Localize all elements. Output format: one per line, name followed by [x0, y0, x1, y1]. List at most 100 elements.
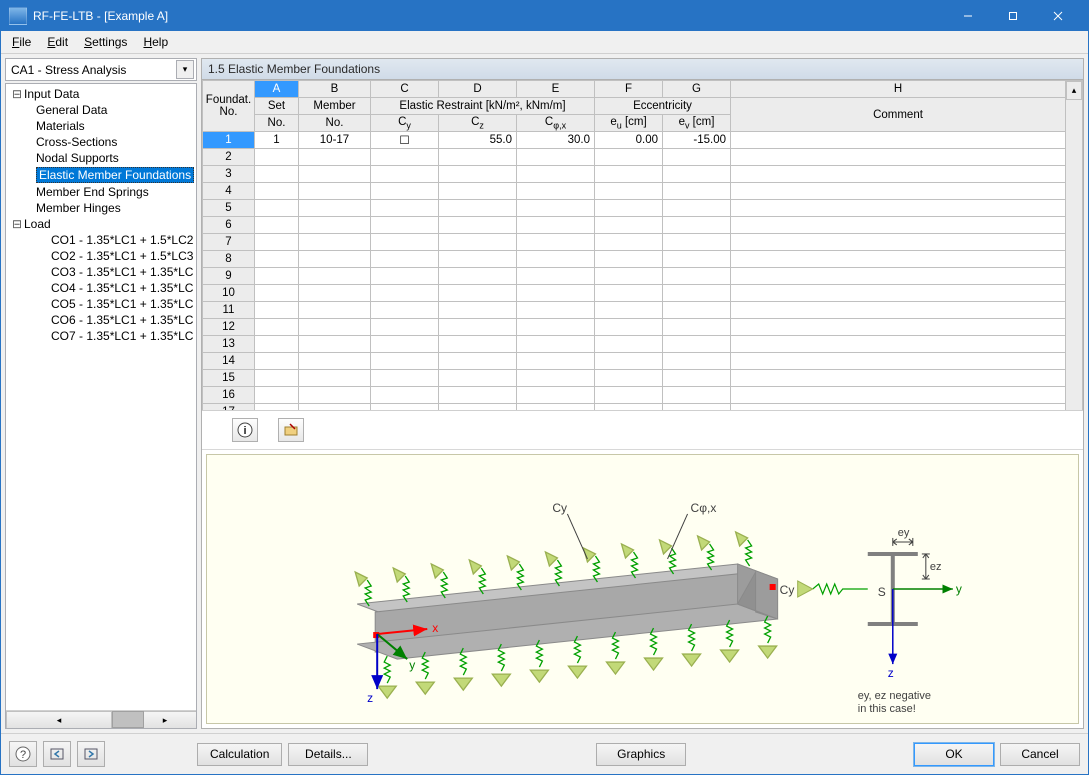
scroll-thumb[interactable]	[112, 711, 144, 728]
svg-text:Cy: Cy	[552, 501, 567, 515]
table-row[interactable]: 6	[203, 217, 1083, 234]
col-member: Member	[299, 98, 371, 115]
maximize-button[interactable]	[990, 2, 1035, 30]
table-row[interactable]: 3	[203, 166, 1083, 183]
col-comment: Comment	[731, 98, 1066, 132]
col-letter-A[interactable]: A	[255, 81, 299, 98]
col-cz: Cz	[439, 115, 517, 132]
col-letter-D[interactable]: D	[439, 81, 517, 98]
col-elastic-restraint: Elastic Restraint [kN/m², kNm/m]	[371, 98, 595, 115]
table-row[interactable]: 7	[203, 234, 1083, 251]
tree-item-co1[interactable]: CO1 - 1.35*LC1 + 1.5*LC2	[6, 232, 196, 248]
svg-text:?: ?	[20, 749, 26, 761]
table-row[interactable]: 12	[203, 319, 1083, 336]
col-ev: ev [cm]	[663, 115, 731, 132]
table-row[interactable]: 8	[203, 251, 1083, 268]
tree-item-co6[interactable]: CO6 - 1.35*LC1 + 1.35*LC	[6, 312, 196, 328]
svg-text:S: S	[878, 585, 886, 599]
tree-item-co7[interactable]: CO7 - 1.35*LC1 + 1.35*LC	[6, 328, 196, 344]
tree-item-end-springs[interactable]: Member End Springs	[6, 184, 196, 200]
close-button[interactable]	[1035, 2, 1080, 30]
col-eu: eu [cm]	[595, 115, 663, 132]
help-icon[interactable]: ?	[9, 741, 37, 767]
table-row[interactable]: 5	[203, 200, 1083, 217]
col-letter-H[interactable]: H	[731, 81, 1066, 98]
foundation-diagram: x y z Cy Cφ,x	[207, 455, 1078, 723]
scroll-up-icon[interactable]: ▴	[1066, 81, 1082, 100]
navigation-tree[interactable]: ⊟Input Data General Data Materials Cross…	[5, 83, 197, 729]
app-icon	[9, 7, 27, 25]
window-title: RF-FE-LTB - [Example A]	[33, 9, 168, 23]
pick-button[interactable]	[278, 418, 304, 442]
svg-text:y: y	[956, 582, 962, 596]
cancel-button[interactable]: Cancel	[1000, 743, 1080, 766]
ok-button[interactable]: OK	[914, 743, 994, 766]
graphics-button[interactable]: Graphics	[596, 743, 686, 766]
tree-h-scrollbar[interactable]: ◂ ▸	[6, 710, 196, 728]
combo-value: CA1 - Stress Analysis	[11, 63, 126, 77]
info-button[interactable]: i	[232, 418, 258, 442]
nav-next-icon[interactable]	[77, 741, 105, 767]
svg-text:Cy: Cy	[780, 583, 795, 597]
titlebar: RF-FE-LTB - [Example A]	[1, 1, 1088, 31]
tree-item-nodal-supports[interactable]: Nodal Supports	[6, 150, 196, 166]
menubar: File Edit Settings Help	[1, 31, 1088, 54]
svg-text:ey: ey	[898, 527, 910, 539]
col-cy: Cy	[371, 115, 439, 132]
tree-item-cross-sections[interactable]: Cross-Sections	[6, 134, 196, 150]
table-row[interactable]: 11	[203, 302, 1083, 319]
tree-root[interactable]: ⊟Input Data	[6, 86, 196, 102]
col-set-no: No.	[255, 115, 299, 132]
col-member-no: No.	[299, 115, 371, 132]
svg-text:z: z	[888, 666, 894, 680]
table-row[interactable]: 2	[203, 149, 1083, 166]
details-button[interactable]: Details...	[288, 743, 368, 766]
col-letter-B[interactable]: B	[299, 81, 371, 98]
col-letter-G[interactable]: G	[663, 81, 731, 98]
diagram-view: x y z Cy Cφ,x	[206, 454, 1079, 724]
table-row[interactable]: 9	[203, 268, 1083, 285]
tree-item-member-hinges[interactable]: Member Hinges	[6, 200, 196, 216]
col-set: Set	[255, 98, 299, 115]
app-window: RF-FE-LTB - [Example A] File Edit Settin…	[0, 0, 1089, 775]
tree-load[interactable]: ⊟Load	[6, 216, 196, 232]
col-letter-C[interactable]: C	[371, 81, 439, 98]
nav-prev-icon[interactable]	[43, 741, 71, 767]
col-foundat-no: Foundat.No.	[203, 81, 255, 132]
chevron-down-icon: ▾	[176, 60, 194, 79]
calculation-button[interactable]: Calculation	[197, 743, 282, 766]
menu-settings[interactable]: Settings	[77, 33, 134, 51]
table-row[interactable]: 10	[203, 285, 1083, 302]
table-row[interactable]: 1 1 10-17 ☐ 55.0 30.0 0.00 -15.00	[203, 132, 1083, 149]
col-letter-F[interactable]: F	[595, 81, 663, 98]
tree-item-general[interactable]: General Data	[6, 102, 196, 118]
panel-title: 1.5 Elastic Member Foundations	[202, 59, 1083, 80]
svg-text:Cφ,x: Cφ,x	[691, 501, 717, 515]
case-combobox[interactable]: CA1 - Stress Analysis ▾	[5, 58, 197, 81]
footer: ? Calculation Details... Graphics OK Can…	[1, 733, 1088, 774]
table-row[interactable]: 14	[203, 353, 1083, 370]
tree-item-co2[interactable]: CO2 - 1.35*LC1 + 1.5*LC3	[6, 248, 196, 264]
tree-item-materials[interactable]: Materials	[6, 118, 196, 134]
table-row[interactable]: 13	[203, 336, 1083, 353]
svg-text:i: i	[243, 425, 246, 437]
grid-toolbar: i	[202, 411, 1083, 450]
table-row[interactable]: 4	[203, 183, 1083, 200]
tree-item-co3[interactable]: CO3 - 1.35*LC1 + 1.35*LC	[6, 264, 196, 280]
svg-text:z: z	[367, 691, 373, 705]
col-cphix: Cφ,x	[517, 115, 595, 132]
tree-item-elastic-foundations[interactable]: Elastic Member Foundations	[6, 166, 196, 184]
scroll-left-icon[interactable]: ◂	[6, 711, 112, 729]
col-letter-E[interactable]: E	[517, 81, 595, 98]
tree-item-co5[interactable]: CO5 - 1.35*LC1 + 1.35*LC	[6, 296, 196, 312]
menu-edit[interactable]: Edit	[40, 33, 75, 51]
menu-file[interactable]: File	[5, 33, 38, 51]
table-row[interactable]: 16	[203, 387, 1083, 404]
table-row[interactable]: 17	[203, 404, 1083, 412]
menu-help[interactable]: Help	[136, 33, 175, 51]
table-row[interactable]: 15	[203, 370, 1083, 387]
svg-text:ez: ez	[930, 561, 942, 573]
tree-item-co4[interactable]: CO4 - 1.35*LC1 + 1.35*LC	[6, 280, 196, 296]
data-grid[interactable]: Foundat.No. A B C D E F G H ▴	[202, 80, 1083, 411]
minimize-button[interactable]	[945, 2, 990, 30]
